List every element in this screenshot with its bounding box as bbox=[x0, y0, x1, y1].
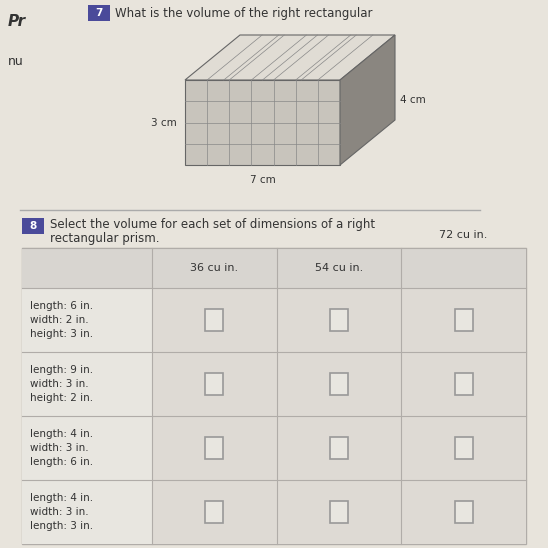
Bar bbox=[455, 373, 473, 395]
Bar bbox=[152, 480, 277, 544]
Text: length: 4 in.
width: 3 in.
length: 6 in.: length: 4 in. width: 3 in. length: 6 in. bbox=[30, 429, 93, 467]
Bar bbox=[330, 309, 348, 331]
Text: 3 cm: 3 cm bbox=[151, 117, 177, 128]
Polygon shape bbox=[185, 80, 340, 165]
Bar bbox=[330, 373, 348, 395]
Bar bbox=[401, 416, 526, 480]
Bar bbox=[455, 437, 473, 459]
Text: Pr: Pr bbox=[8, 14, 26, 29]
Bar bbox=[277, 416, 401, 480]
Bar bbox=[22, 218, 44, 234]
Bar bbox=[22, 248, 526, 544]
Text: What is the volume of the right rectangular: What is the volume of the right rectangu… bbox=[115, 7, 373, 20]
Bar bbox=[206, 373, 224, 395]
Bar bbox=[455, 309, 473, 331]
Bar bbox=[330, 501, 348, 523]
Bar bbox=[22, 248, 526, 288]
Bar bbox=[22, 288, 152, 352]
Bar bbox=[206, 501, 224, 523]
Text: 8: 8 bbox=[30, 221, 37, 231]
Bar bbox=[401, 480, 526, 544]
Text: 7: 7 bbox=[95, 8, 102, 18]
Text: 7 cm: 7 cm bbox=[250, 175, 276, 185]
Polygon shape bbox=[340, 35, 395, 165]
Bar bbox=[22, 480, 152, 544]
Bar bbox=[152, 416, 277, 480]
Bar bbox=[88, 5, 110, 21]
Bar bbox=[401, 352, 526, 416]
Bar bbox=[152, 288, 277, 352]
Polygon shape bbox=[185, 35, 395, 80]
Bar bbox=[277, 352, 401, 416]
Text: Select the volume for each set of dimensions of a right: Select the volume for each set of dimens… bbox=[50, 218, 375, 231]
Text: 54 cu in.: 54 cu in. bbox=[315, 263, 363, 273]
Text: 4 cm: 4 cm bbox=[400, 95, 426, 105]
Bar bbox=[401, 288, 526, 352]
Bar bbox=[277, 480, 401, 544]
Bar bbox=[152, 352, 277, 416]
Bar bbox=[455, 501, 473, 523]
Text: rectangular prism.: rectangular prism. bbox=[50, 232, 159, 245]
Bar bbox=[206, 309, 224, 331]
Bar bbox=[330, 437, 348, 459]
Text: 36 cu in.: 36 cu in. bbox=[190, 263, 238, 273]
Text: length: 4 in.
width: 3 in.
length: 3 in.: length: 4 in. width: 3 in. length: 3 in. bbox=[30, 493, 93, 531]
Bar bbox=[22, 352, 152, 416]
Bar bbox=[277, 288, 401, 352]
Bar bbox=[22, 416, 152, 480]
Bar bbox=[206, 437, 224, 459]
Text: nu: nu bbox=[8, 55, 24, 68]
Text: 72 cu in.: 72 cu in. bbox=[439, 230, 488, 240]
Text: length: 9 in.
width: 3 in.
height: 2 in.: length: 9 in. width: 3 in. height: 2 in. bbox=[30, 365, 93, 403]
Text: length: 6 in.
width: 2 in.
height: 3 in.: length: 6 in. width: 2 in. height: 3 in. bbox=[30, 301, 93, 339]
